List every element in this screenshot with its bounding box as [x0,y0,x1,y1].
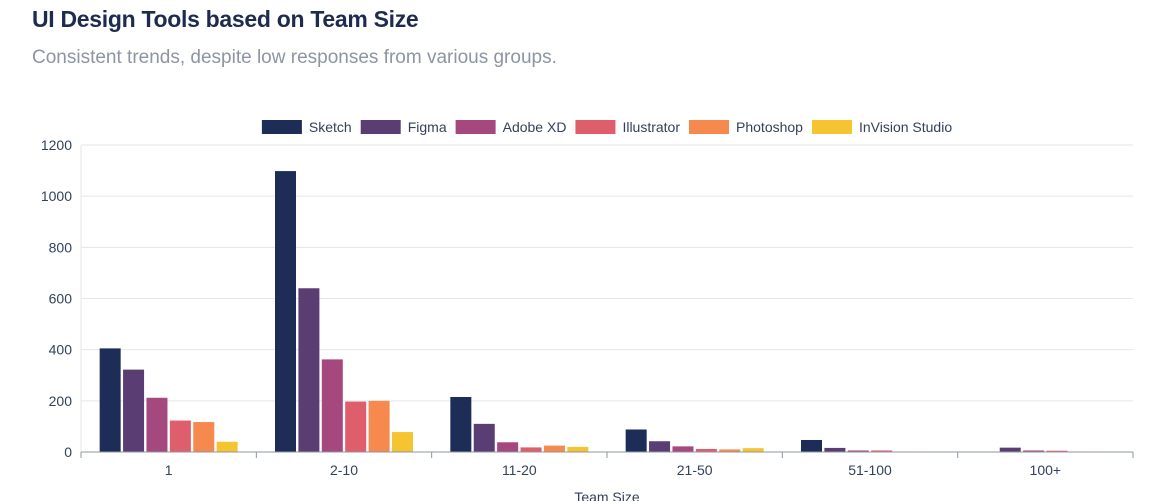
bar-figma [999,447,1021,452]
chart-subtitle: Consistent trends, despite low responses… [32,47,557,68]
x-tick-label: 1 [165,462,173,478]
bar-illustrator [520,447,542,452]
bar-invision-studio [742,448,764,452]
x-axis-title: Team Size [574,489,640,501]
chart-title: UI Design Tools based on Team Size [32,6,419,32]
bar-invision-studio [567,446,589,452]
legend-label-illustrator: Illustrator [622,119,680,135]
bar-photoshop [368,400,390,452]
bar-adobe-xd [146,397,168,452]
x-tick-label: 11-20 [502,462,537,478]
x-tick-label: 21-50 [677,462,713,478]
bar-figma [298,288,320,452]
legend-swatch-adobe-xd [455,120,496,134]
bar-adobe-xd [672,446,694,452]
x-tick-label: 51-100 [848,462,892,478]
chart-legend: Sketch Figma Adobe XD Illustrator Photoshop I… [261,119,952,135]
legend-label-photoshop: Photoshop [736,119,803,135]
bar-figma [123,369,145,452]
y-tick-label: 0 [64,444,72,460]
bar-invision-studio [216,441,238,452]
bar-illustrator [1046,450,1068,452]
legend-swatch-invision-studio [811,120,852,134]
y-tick-label: 800 [49,239,73,255]
x-axis: 1 2-10 11-20 21-50 51-100 100+ [80,451,1134,478]
y-tick-label: 1200 [41,137,72,153]
bar-adobe-xd [1023,450,1045,452]
y-tick-label: 600 [49,291,73,307]
legend-swatch-illustrator [575,120,616,134]
chart-gridlines [81,144,1133,402]
bar-sketch [450,396,472,452]
bar-photoshop [193,422,215,452]
bar-illustrator [695,448,717,452]
bar-figma [473,423,495,452]
bar-sketch [99,348,121,452]
x-tick-label: 2-10 [330,462,358,478]
bar-adobe-xd [847,450,869,452]
x-tick-label: 100+ [1030,462,1062,478]
bar-figma [649,441,671,452]
bar-sketch [801,439,822,452]
bar-illustrator [345,401,367,452]
bar-adobe-xd [321,359,343,452]
legend-swatch-photoshop [689,120,730,134]
legend-label-figma: Figma [408,119,447,135]
legend-label-adobe-xd: Adobe XD [503,119,567,135]
bar-illustrator [871,450,893,452]
bar-illustrator [169,420,191,452]
legend-swatch-figma [360,120,401,134]
y-tick-label: 400 [49,342,73,358]
legend-label-invision-studio: InVision Studio [859,119,952,135]
bar-adobe-xd [497,442,519,452]
chart-bars [99,171,1091,452]
y-axis: 0 200 400 600 800 1000 1200 [41,137,82,460]
bar-sketch [275,171,296,452]
legend-label-sketch: Sketch [309,119,352,135]
y-tick-label: 200 [49,393,73,409]
bar-invision-studio [392,432,413,452]
y-tick-label: 1000 [41,188,72,204]
bar-figma [824,447,846,452]
bar-photoshop [543,445,565,452]
legend-swatch-sketch [261,120,302,134]
bar-photoshop [719,449,741,452]
bar-sketch [625,429,647,452]
